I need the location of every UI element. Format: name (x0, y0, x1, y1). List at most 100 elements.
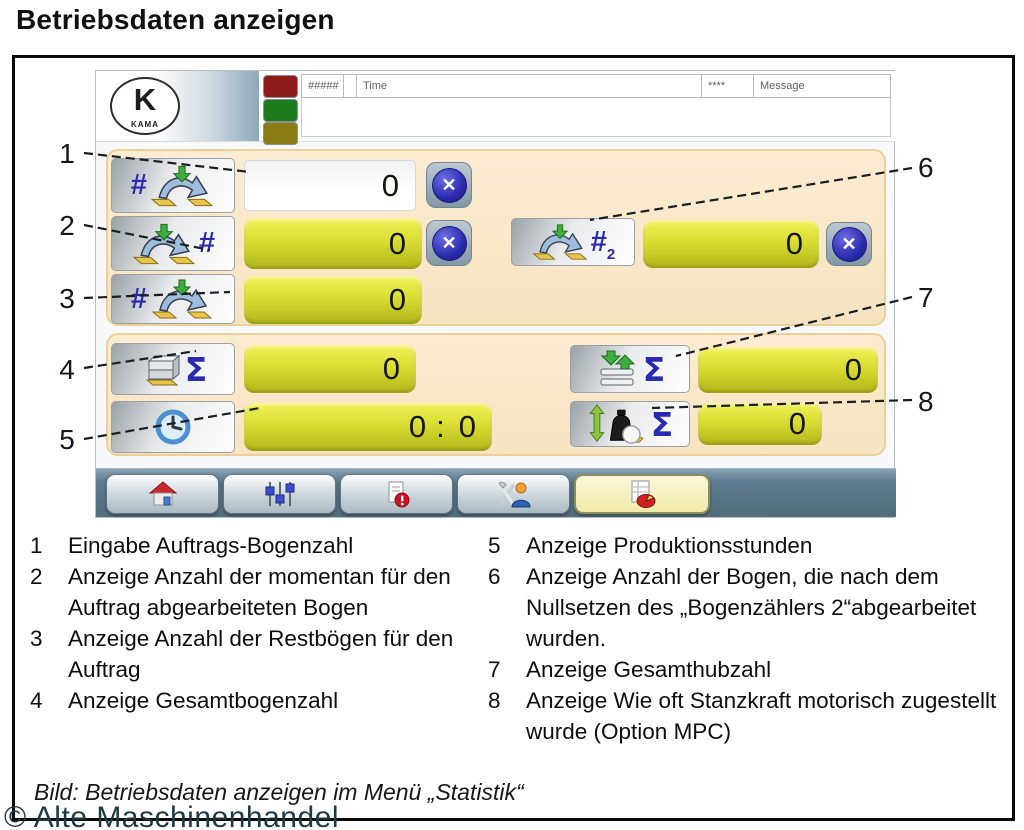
callout-1: 1 (59, 138, 75, 169)
punch-force-icon (589, 404, 644, 444)
legend-num: 8 (488, 688, 501, 713)
hours-value: 0 (408, 409, 427, 444)
legend-item-5: 5 Anzeige Produktionsstunden (488, 530, 1000, 561)
job-done-clear-button[interactable]: ✕ (426, 220, 472, 266)
home-icon (148, 481, 177, 506)
job-remaining-icon: # (111, 274, 235, 324)
legend-item-7: 7 Anzeige Gesamthubzahl (488, 654, 1000, 685)
legend-text: Eingabe Auftrags-Bogenzahl (68, 533, 354, 558)
legend-num: 1 (30, 533, 43, 558)
sheet-transfer-icon (132, 223, 196, 264)
col-spacer (344, 75, 357, 97)
legend-num: 7 (488, 657, 501, 682)
legend-item-4: 4 Anzeige Gesamtbogenzahl (30, 685, 482, 716)
production-hours-display: 0 : 0 (244, 403, 492, 451)
legend-left-column: 1 Eingabe Auftrags-Bogenzahl 2 Anzeige A… (30, 530, 482, 716)
col-code: **** (702, 75, 754, 97)
totals-section: Σ 0 Σ 0 (106, 333, 886, 456)
statistics-button[interactable] (574, 474, 710, 514)
mpc-adjust-icon: Σ (570, 401, 690, 447)
job-target-value: 0 (381, 167, 399, 203)
legend-num: 4 (30, 688, 43, 713)
legend-text: Anzeige Gesamthubzahl (526, 657, 772, 682)
service-button[interactable] (457, 474, 570, 514)
hmi-header: K KAMA ##### Time **** Message (96, 71, 896, 145)
parameters-button[interactable] (223, 474, 336, 514)
total-sheets-value: 0 (382, 351, 400, 386)
legend-num: 2 (30, 564, 43, 589)
legend-text: Anzeige Anzahl der momentan für den Auft… (68, 564, 451, 620)
callout-3: 3 (59, 283, 75, 314)
sheet-counter-2-display: 0 (643, 220, 819, 268)
statistics-icon (631, 480, 656, 508)
legend-text: Anzeige Anzahl der Bogen, die nach dem N… (526, 564, 977, 651)
legend-text: Anzeige Wie oft Stanzkraft motorisch zug… (526, 688, 997, 744)
watermark: © Alte Maschinenhandel (4, 801, 339, 830)
legend-num: 5 (488, 533, 501, 558)
production-hours-icon (111, 401, 235, 453)
sheet-counter-2-value: 0 (785, 226, 803, 261)
sheet-transfer-icon (532, 224, 588, 260)
clear-icon: ✕ (841, 233, 857, 254)
job-remaining-display: 0 (244, 276, 422, 324)
job-target-clear-button[interactable]: ✕ (426, 162, 472, 208)
callout-8: 8 (918, 386, 934, 417)
sigma-glyph: Σ (642, 349, 666, 389)
callout-4: 4 (59, 354, 75, 385)
job-done-icon: # (111, 216, 235, 271)
col-message: Message (760, 80, 805, 92)
legend-num: 3 (30, 626, 43, 651)
message-alert-icon (388, 481, 409, 508)
legend-item-1: 1 Eingabe Auftrags-Bogenzahl (30, 530, 482, 561)
logo-letter: K (133, 82, 157, 117)
total-strokes-icon: Σ (570, 345, 690, 393)
hmi-screenshot: K KAMA ##### Time **** Message (95, 70, 896, 518)
messages-button[interactable] (340, 474, 453, 514)
col-id: ##### (302, 75, 344, 97)
home-button[interactable] (106, 474, 219, 514)
job-target-input[interactable]: 0 (244, 160, 416, 211)
legend-item-8: 8 Anzeige Wie oft Stanzkraft motorisch z… (488, 685, 1000, 747)
message-table-header: ##### Time **** Message (301, 74, 891, 98)
job-counters-section: # 0 ✕ (106, 149, 886, 326)
col-time: Time (357, 75, 702, 97)
main-toolbar (96, 468, 896, 517)
job-target-icon: # (111, 158, 235, 213)
sheet-counter-2-clear-button[interactable]: ✕ (826, 222, 872, 266)
total-strokes-value: 0 (844, 352, 862, 387)
figure-caption: Bild: Betriebsdaten anzeigen im Menü „St… (34, 779, 524, 805)
sheets-cycle-icon (600, 350, 635, 386)
sigma-glyph: Σ (184, 349, 208, 389)
clear-icon: ✕ (441, 174, 457, 195)
job-remaining-value: 0 (388, 282, 406, 317)
callout-2: 2 (59, 210, 75, 241)
service-tools-icon (497, 481, 531, 508)
mpc-adjust-display: 0 (698, 403, 822, 445)
callout-5: 5 (59, 424, 75, 455)
legend-right-column: 5 Anzeige Produktionsstunden 6 Anzeige A… (488, 530, 1000, 747)
legend-text: Anzeige Gesamtbogenzahl (68, 688, 339, 713)
clock-icon (155, 409, 191, 445)
callout-6: 6 (918, 152, 934, 183)
sigma-glyph: Σ (650, 404, 674, 444)
mpc-adjust-value: 0 (788, 406, 806, 441)
sheet-transfer-icon (150, 165, 214, 206)
sheet-stack-icon (145, 354, 181, 386)
legend-text: Anzeige Produktionsstunden (526, 533, 813, 558)
legend-num: 6 (488, 564, 501, 589)
clear-icon: ✕ (441, 232, 457, 253)
subscript-2: 2 (606, 246, 616, 263)
logo-brand: KAMA (131, 120, 159, 129)
total-strokes-display: 0 (698, 347, 878, 393)
job-done-display: 0 (244, 218, 422, 269)
total-sheets-icon: Σ (111, 343, 235, 395)
legend-text: Anzeige Anzahl der Restbögen für den Auf… (68, 626, 454, 682)
status-light-red (263, 75, 298, 98)
page-title: Betriebsdaten anzeigen (16, 4, 335, 35)
callout-7: 7 (918, 282, 934, 313)
hours-separator: : (436, 409, 445, 444)
legend-item-3: 3 Anzeige Anzahl der Restbögen für den A… (30, 623, 482, 685)
message-table: ##### Time **** Message (301, 74, 891, 138)
hash-glyph: # (198, 227, 216, 259)
legend-item-2: 2 Anzeige Anzahl der momentan für den Au… (30, 561, 482, 623)
